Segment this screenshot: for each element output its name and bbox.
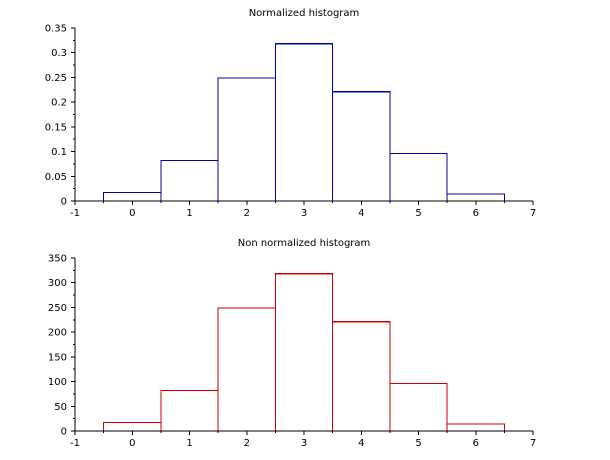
x-tick-label: 1	[186, 208, 192, 219]
x-tick-label: 6	[473, 438, 479, 449]
y-tick-label: 0.2	[51, 98, 67, 109]
y-tick-label: 200	[48, 328, 67, 339]
y-tick-label: 50	[54, 402, 67, 413]
y-tick-label: 100	[48, 377, 67, 388]
y-tick-label: 0.25	[45, 73, 67, 84]
histogram-bar	[332, 321, 391, 432]
x-tick-label: 4	[358, 208, 364, 219]
y-tick-label: 0	[61, 427, 67, 438]
histogram-bar	[274, 273, 334, 432]
x-tick-label: 1	[186, 438, 192, 449]
histogram-bar	[103, 421, 162, 432]
normalized-histogram-plot: Normalized histogram -1 0 1 2 3 4 5 6 700.050.10…	[45, 8, 536, 219]
x-tick-label: -1	[70, 438, 80, 449]
x-tick-label: -1	[70, 208, 80, 219]
histogram-bar	[160, 159, 219, 202]
y-tick-label: 300	[48, 278, 67, 289]
y-tick-label: 0.3	[51, 48, 67, 59]
histogram-bar	[389, 152, 448, 202]
histogram-bar	[103, 191, 162, 202]
y-tick-label: 0.1	[51, 147, 67, 158]
x-tick-label: 5	[415, 208, 421, 219]
x-tick-label: 4	[358, 438, 364, 449]
x-tick-label: 0	[129, 208, 135, 219]
x-tick-label: 7	[530, 438, 536, 449]
x-tick-label: 3	[301, 208, 307, 219]
x-tick-label: 5	[415, 438, 421, 449]
y-tick-label: 150	[48, 352, 67, 363]
histogram-bar	[332, 91, 391, 202]
histogram-bar	[446, 193, 505, 202]
x-tick-label: 7	[530, 208, 536, 219]
x-tick-label: 0	[129, 438, 135, 449]
histogram-bar	[446, 423, 505, 432]
y-tick-label: 0.05	[45, 172, 67, 183]
y-tick-label: 0.15	[45, 122, 67, 133]
histogram-bar	[389, 382, 448, 432]
y-tick-label: 250	[48, 303, 67, 314]
y-tick-label: 0	[61, 197, 67, 208]
y-tick-label: 0.35	[45, 24, 67, 35]
x-tick-label: 3	[301, 438, 307, 449]
x-tick-label: 2	[244, 208, 250, 219]
chart-title: Non normalized histogram	[238, 238, 371, 249]
y-tick-label: 350	[48, 254, 67, 265]
x-tick-label: 2	[244, 438, 250, 449]
histogram-bar	[274, 43, 334, 202]
histogram-bar	[217, 77, 276, 202]
x-tick-label: 6	[473, 208, 479, 219]
histogram-bar	[217, 307, 276, 432]
non-normalized-histogram-plot: Non normalized histogram -1 0 1 2 3 4 5 6 705010…	[48, 238, 536, 449]
chart-title: Normalized histogram	[249, 8, 360, 19]
histogram-bar	[160, 389, 219, 432]
